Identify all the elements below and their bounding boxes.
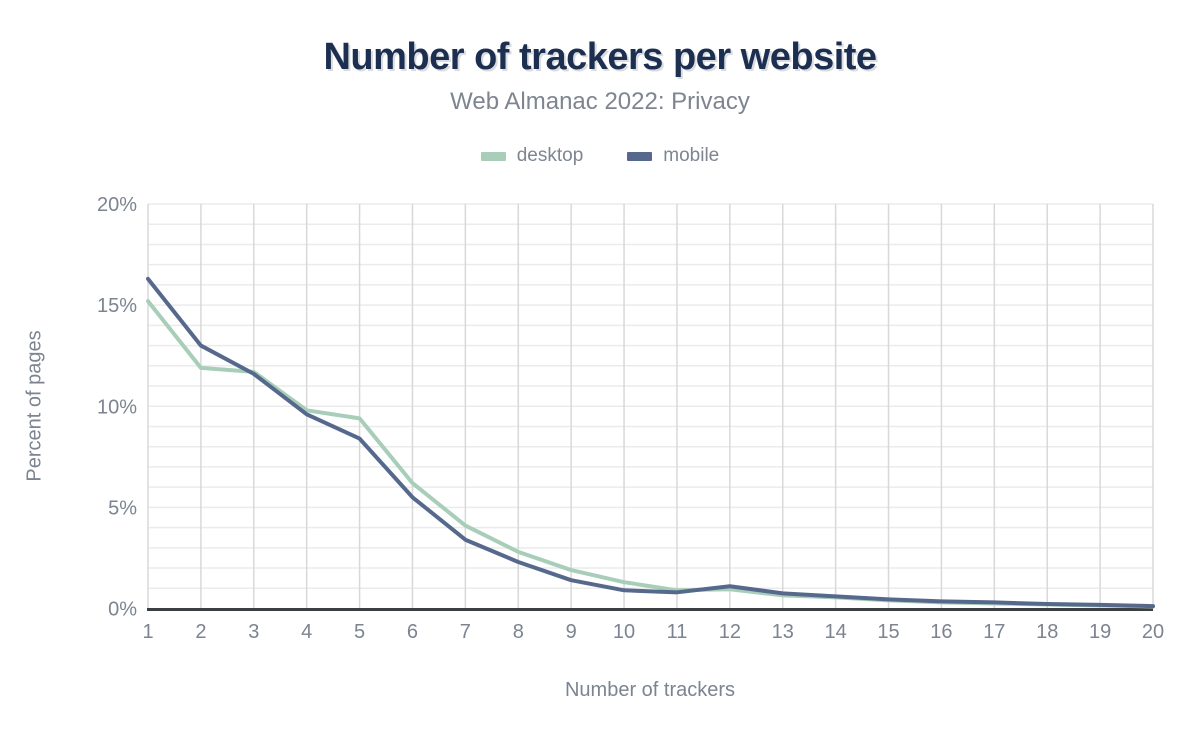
x-tick-label: 9: [566, 621, 577, 643]
desktop-series-swatch: [480, 151, 506, 161]
x-tick-label: 12: [719, 621, 741, 643]
x-tick-label: 3: [248, 621, 259, 643]
series-line-desktop: [146, 299, 1155, 609]
x-tick-label: 8: [513, 621, 524, 643]
legend-label-mobile: mobile: [663, 145, 720, 166]
chart-legend: desktop mobile: [0, 145, 1200, 167]
x-tick-label: 15: [877, 621, 899, 643]
y-tick-label: 5%: [108, 497, 137, 519]
x-tick-label: 13: [772, 621, 794, 643]
y-axis-title: Percent of pages: [23, 330, 46, 482]
x-tick-label: 4: [301, 621, 312, 643]
chart-title: Number of trackers per website: [323, 36, 877, 78]
chart-subtitle: Web Almanac 2022: Privacy: [450, 88, 750, 115]
y-tick-label: 15%: [97, 295, 137, 317]
x-tick-label: 11: [667, 621, 688, 643]
x-tick-label: 20: [1142, 621, 1164, 643]
x-tick-label: 17: [983, 621, 1005, 643]
x-tick-label: 6: [407, 621, 418, 643]
legend-label-desktop: desktop: [516, 145, 584, 166]
x-tick-label: 14: [825, 621, 847, 643]
y-tick-label: 20%: [97, 194, 137, 216]
x-tick-label: 18: [1036, 621, 1058, 643]
x-tick-label: 19: [1089, 621, 1111, 643]
x-tick-label: 2: [195, 621, 206, 643]
x-axis-title: Number of trackers: [564, 679, 736, 701]
series-line-mobile: [146, 276, 1155, 609]
x-tick-label: 1: [142, 621, 153, 643]
legend-item-desktop: desktop: [480, 145, 584, 167]
x-tick-label: 7: [460, 621, 471, 643]
legend-item-mobile: mobile: [627, 145, 719, 167]
y-tick-label: 0%: [108, 599, 137, 621]
y-tick-label: 10%: [97, 396, 137, 418]
mobile-series-swatch: [627, 151, 653, 161]
x-tick-label: 16: [930, 621, 952, 643]
x-tick-label: 10: [613, 621, 635, 643]
x-tick-label: 5: [354, 621, 365, 643]
